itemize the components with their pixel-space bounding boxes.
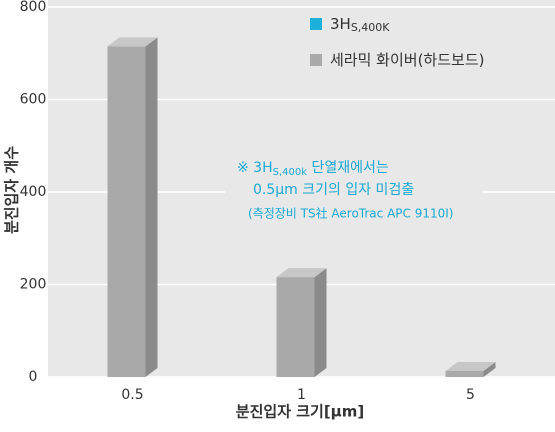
y-tick-label: 400 [20,184,47,200]
y-tick-label: 800 [20,0,47,15]
annotation-subscript: S,400k [273,167,308,178]
bar-top [276,268,327,278]
x-tick-label: 1 [297,387,306,403]
annotation-background [225,150,483,230]
annotation-prefix: ※ 3H [237,160,273,176]
y-tick-label: 600 [20,92,47,108]
y-axis-title: 분진입자 개수 [3,146,21,234]
legend-name: 3H [330,15,351,33]
bar-front [107,46,146,377]
bar-side [145,37,158,377]
legend-label: 세라믹 화이버(하드보드) [330,51,484,69]
bar-front [276,277,315,377]
bar [107,37,158,377]
legend-label: 3HS,400K [330,15,390,35]
x-axis-title: 분진입자 크기[μm] [236,403,364,421]
annotation-line2: 0.5μm 크기의 입자 미검출 [253,182,414,198]
bar-side [314,268,327,377]
y-tick-label: 200 [20,277,47,293]
y-tick-label: 0 [29,369,38,385]
legend-swatch [310,18,322,30]
annotation-suffix: 단열재에서는 [307,160,389,176]
x-tick-label: 5 [466,387,475,403]
legend-swatch [310,54,322,66]
legend-subscript: S,400K [351,21,390,34]
bar-side [483,361,496,377]
bar [276,268,327,377]
annotation-line1: ※ 3HS,400k 단열재에서는 [237,160,389,178]
annotation-line3: (측정장비 TS社 AeroTrac APC 9110I) [248,206,453,221]
bar [445,361,496,377]
bar-top [107,37,158,47]
bar-top [445,361,496,371]
x-tick-label: 0.5 [121,387,143,403]
bar-front [445,370,484,377]
legend-name: 세라믹 화이버(하드보드) [330,51,484,69]
